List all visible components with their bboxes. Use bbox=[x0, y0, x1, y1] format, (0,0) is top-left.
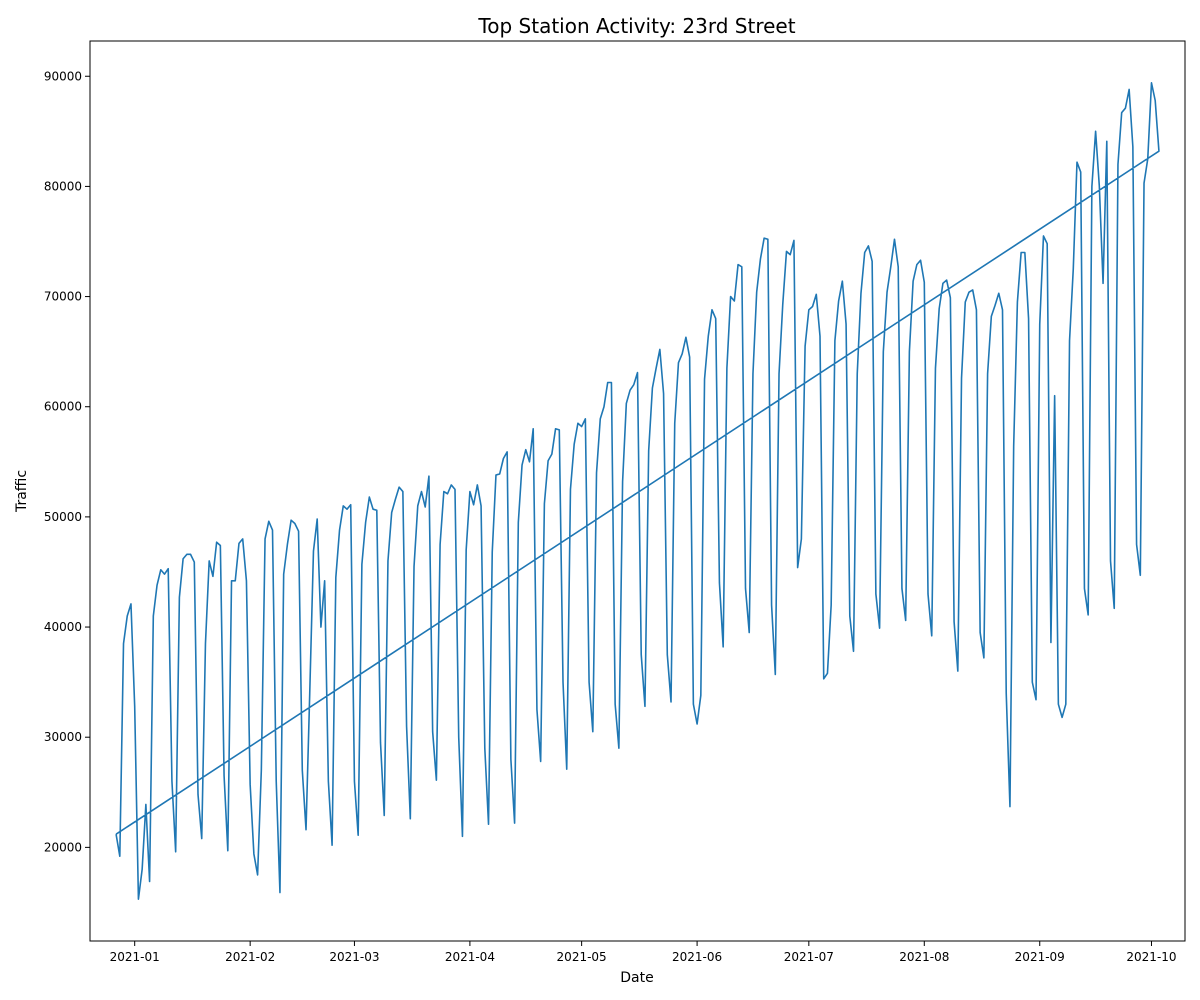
chart-title: Top Station Activity: 23rd Street bbox=[477, 14, 795, 38]
x-tick-label: 2021-01 bbox=[110, 950, 160, 964]
y-axis-label: Traffic bbox=[14, 470, 30, 513]
x-tick-label: 2021-07 bbox=[784, 950, 834, 964]
x-tick-label: 2021-03 bbox=[329, 950, 379, 964]
y-tick-label: 90000 bbox=[44, 69, 82, 83]
x-axis: 2021-01 2021-02 2021-03 2021-04 2021-05 2021-… bbox=[110, 941, 1177, 964]
x-tick-label: 2021-09 bbox=[1015, 950, 1065, 964]
x-tick-label: 2021-08 bbox=[899, 950, 949, 964]
y-tick-label: 60000 bbox=[44, 400, 82, 414]
x-tick-label: 2021-06 bbox=[672, 950, 722, 964]
y-tick-label: 20000 bbox=[44, 840, 82, 854]
x-tick-label: 2021-04 bbox=[445, 950, 495, 964]
x-tick-label: 2021-05 bbox=[557, 950, 607, 964]
x-tick-label: 2021-10 bbox=[1126, 950, 1176, 964]
y-tick-label: 80000 bbox=[44, 179, 82, 193]
series-line-traffic bbox=[115, 82, 1160, 900]
y-tick-label: 50000 bbox=[44, 510, 82, 524]
plot-frame bbox=[89, 40, 1186, 942]
y-tick-label: 70000 bbox=[44, 290, 82, 304]
y-axis: 20000 30000 40000 50000 60000 70000 80000 90000 bbox=[44, 69, 90, 854]
x-tick-label: 2021-02 bbox=[225, 950, 275, 964]
y-tick-label: 40000 bbox=[44, 620, 82, 634]
y-tick-label: 30000 bbox=[44, 730, 82, 744]
x-axis-label: Date bbox=[620, 970, 653, 986]
